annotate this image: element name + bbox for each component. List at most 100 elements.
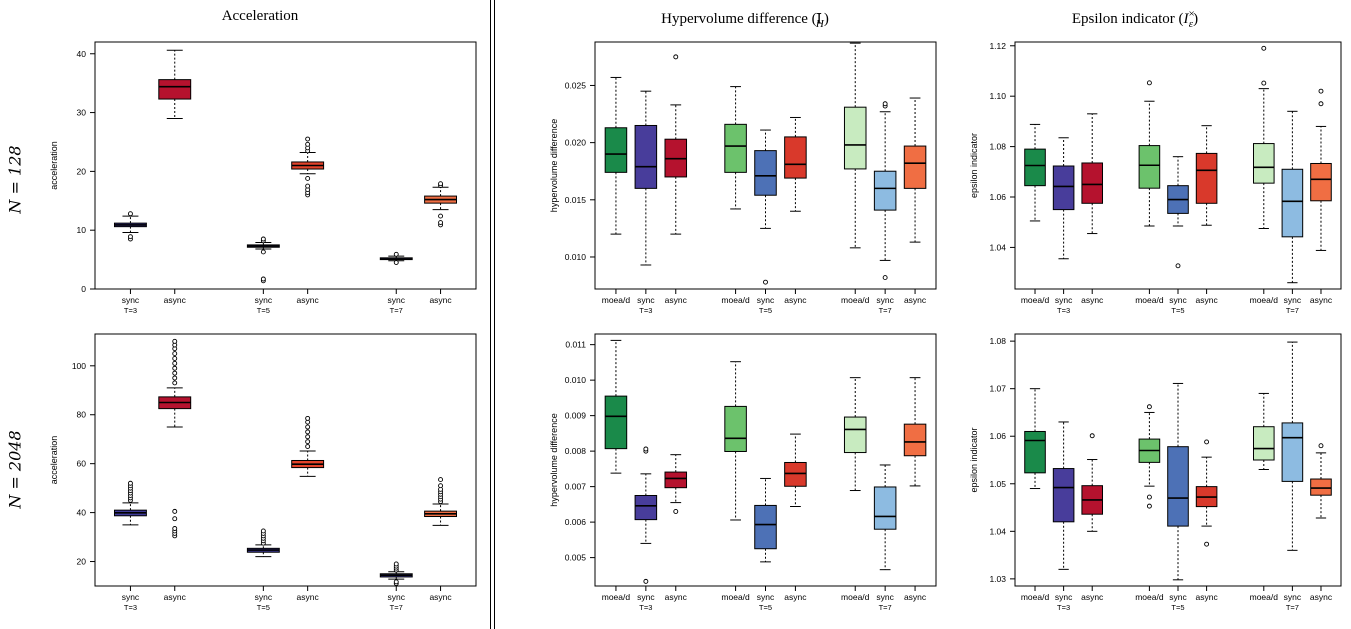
y-tick-label: 1.07 xyxy=(989,384,1006,394)
x-tick-label: moea/d xyxy=(602,592,631,602)
outlier-point xyxy=(1318,101,1324,107)
x-tick-label: sync xyxy=(122,295,140,305)
x-tick-label: sync xyxy=(255,295,273,305)
box-group xyxy=(379,251,413,265)
x-tick-label: moea/d xyxy=(1135,295,1164,305)
box-group xyxy=(1024,388,1046,490)
y-tick-label: 1.08 xyxy=(989,142,1006,152)
x-tick-label: async xyxy=(904,295,927,305)
x-tick-sublabel: T=3 xyxy=(639,603,652,612)
y-tick-label: 0.007 xyxy=(565,482,587,492)
box-iqr xyxy=(1024,148,1046,187)
y-tick-label: 1.08 xyxy=(989,336,1006,346)
x-tick-sublabel: T=5 xyxy=(1171,603,1184,612)
x-tick-sublabel: T=3 xyxy=(639,306,652,315)
box-group xyxy=(724,86,747,210)
box-iqr xyxy=(604,127,628,173)
outlier-point xyxy=(260,249,266,255)
x-tick-label: async xyxy=(665,295,688,305)
y-tick-label: 0.005 xyxy=(565,553,587,563)
box-group xyxy=(1167,382,1189,581)
outlier-point xyxy=(260,276,266,282)
outlier-point xyxy=(1089,433,1095,439)
box-iqr xyxy=(1195,152,1218,204)
box-group xyxy=(158,338,192,539)
x-tick-label: async xyxy=(1081,592,1104,602)
x-tick-label: async xyxy=(1310,592,1333,602)
x-tick-label: async xyxy=(784,592,807,602)
box-group xyxy=(424,477,458,526)
outlier-point xyxy=(1318,88,1324,94)
outlier-point xyxy=(305,424,311,430)
box-iqr xyxy=(1024,430,1046,474)
panel-eps-2048: epsilon indicator 1.03 1.04 1.05 1.06 1.07 1.0… xyxy=(969,333,1342,612)
y-tick-label: 1.06 xyxy=(989,192,1006,202)
y-tick-label: 0.025 xyxy=(565,80,587,90)
box-iqr xyxy=(1281,168,1304,238)
title-epsilon-close: ) xyxy=(1193,11,1199,27)
y-axis-label: hypervolume difference xyxy=(549,119,559,212)
x-tick-label: moea/d xyxy=(1250,295,1279,305)
row-label-n128: N = 128 xyxy=(5,145,25,214)
x-tick-label: sync xyxy=(757,592,775,602)
x-tick-label: sync xyxy=(876,592,894,602)
x-tick-label: moea/d xyxy=(721,295,750,305)
box-group xyxy=(843,377,867,492)
box-group xyxy=(246,528,280,558)
y-tick-label: 0.010 xyxy=(565,375,587,385)
box-iqr xyxy=(1138,145,1161,189)
y-tick-label: 1.03 xyxy=(989,574,1006,584)
box-group xyxy=(1310,443,1332,519)
outlier-point xyxy=(305,141,311,147)
title-hypervolume-sup: − xyxy=(815,8,822,20)
box-group xyxy=(1024,123,1046,222)
x-tick-sublabel: T=3 xyxy=(124,603,137,612)
outlier-point xyxy=(673,54,679,60)
title-epsilon-sub: ε xyxy=(1188,18,1194,30)
outlier-point xyxy=(882,101,888,107)
box-iqr xyxy=(784,136,807,179)
box-iqr xyxy=(724,123,747,173)
outlier-point xyxy=(1175,263,1181,269)
outlier-point xyxy=(305,415,311,421)
outlier-point xyxy=(172,508,178,514)
title-epsilon: Epsilon indicator (I×ε) xyxy=(1035,8,1235,30)
x-tick-sublabel: T=5 xyxy=(759,603,772,612)
y-tick-label: 0.008 xyxy=(565,446,587,456)
box-group xyxy=(873,464,897,571)
outlier-point xyxy=(260,236,266,242)
y-tick-label: 30 xyxy=(77,108,87,118)
outlier-point xyxy=(172,338,178,344)
box-group xyxy=(843,42,867,249)
outlier-point xyxy=(393,561,399,567)
x-tick-label: sync xyxy=(1055,295,1073,305)
box-group xyxy=(1138,404,1161,509)
separator-left xyxy=(490,0,491,629)
box-group xyxy=(1052,137,1075,260)
outlier-point xyxy=(305,439,311,445)
box-iqr xyxy=(903,145,927,189)
x-tick-label: async xyxy=(784,295,807,305)
outlier-point xyxy=(305,183,311,189)
box-iqr xyxy=(724,405,747,452)
outlier-point xyxy=(763,279,768,285)
y-tick-label: 1.04 xyxy=(989,526,1006,536)
y-axis-label: acceleration xyxy=(49,141,59,190)
box-group xyxy=(1195,439,1218,547)
x-tick-label: sync xyxy=(388,592,406,602)
box-group xyxy=(1281,341,1304,551)
box-iqr xyxy=(754,504,777,550)
y-tick-label: 1.10 xyxy=(989,91,1006,101)
box-group xyxy=(724,361,747,521)
x-tick-label: sync xyxy=(637,592,655,602)
x-tick-label: sync xyxy=(757,295,775,305)
box-iqr xyxy=(754,150,777,196)
box-iqr xyxy=(873,486,897,530)
x-tick-label: sync xyxy=(255,592,273,602)
box-iqr xyxy=(1252,143,1275,184)
x-tick-label: sync xyxy=(1284,295,1302,305)
outlier-point xyxy=(673,509,679,514)
y-tick-label: 1.06 xyxy=(989,431,1006,441)
x-tick-label: moea/d xyxy=(602,295,631,305)
